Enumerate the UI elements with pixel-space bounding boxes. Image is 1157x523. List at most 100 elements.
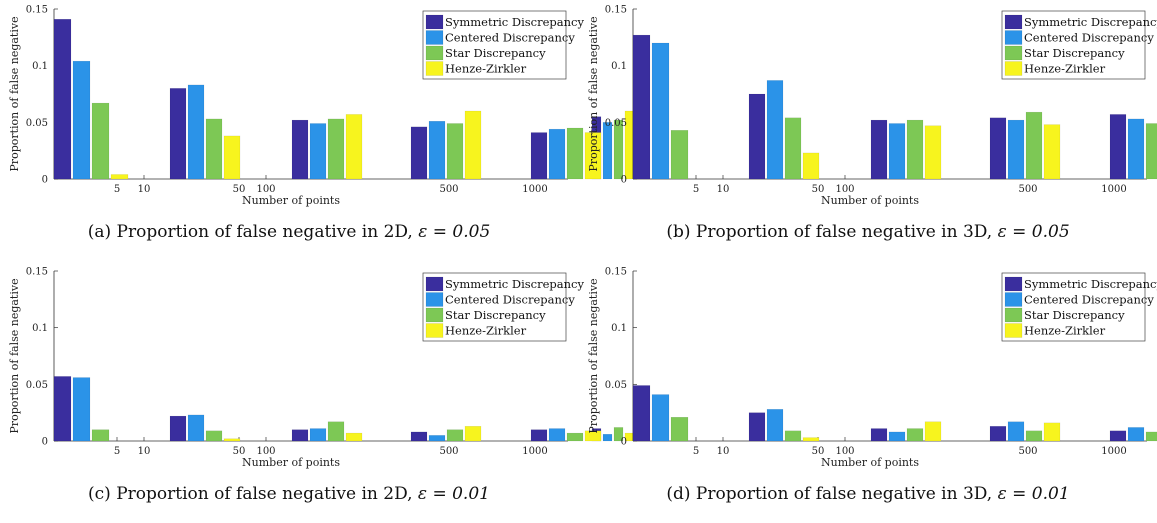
legend-swatch	[1004, 292, 1023, 307]
legend-label: Symmetric Discrepancy	[1024, 15, 1157, 29]
bar	[651, 42, 670, 180]
x-tick-label: 5	[114, 184, 120, 195]
x-tick-label: 50	[233, 446, 246, 457]
legend-swatch	[425, 292, 444, 307]
x-tick-label: 1000	[522, 446, 547, 457]
legend-label: Symmetric Discrepancy	[445, 277, 584, 291]
legend-label: Star Discrepancy	[1024, 308, 1125, 322]
legend-label: Centered Discrepancy	[1024, 293, 1154, 307]
chart-panel-d: 0 0.05 0.1 0.15 5 10 50 100 500 1000 Number of poi…	[579, 262, 1157, 523]
bar	[1007, 119, 1025, 180]
legend-label: Star Discrepancy	[1024, 46, 1125, 60]
y-tick-label: 0.15	[605, 5, 627, 16]
caption-c-text: (c) Proportion of false negative in 2D,	[88, 484, 413, 504]
x-tick-label: 10	[138, 184, 151, 195]
bar	[53, 376, 72, 442]
legend: Symmetric Discrepancy Centered Discrepanc…	[422, 272, 584, 342]
bar	[110, 174, 129, 180]
x-tick-label: 500	[1018, 184, 1037, 195]
legend-label: Henze-Zirkler	[445, 62, 527, 76]
bar	[613, 427, 624, 442]
x-axis-label: Number of points	[821, 194, 919, 207]
legend-label: Henze-Zirkler	[445, 324, 527, 338]
bar-chart-a: 0 0.05 0.1 0.15 5 10 50 100 500 1000 Number of poi…	[8, 5, 635, 207]
bar	[327, 421, 345, 442]
x-tick-label: 5	[693, 184, 699, 195]
legend-swatch	[1004, 30, 1023, 45]
y-tick-label: 0.05	[26, 118, 48, 129]
legend-swatch	[1004, 307, 1023, 323]
caption-b-text: (b) Proportion of false negative in 3D,	[666, 222, 993, 242]
bar	[446, 123, 464, 180]
legend: Symmetric Discrepancy Centered Discrepanc…	[1001, 10, 1157, 80]
bar	[651, 394, 670, 442]
legend-label: Centered Discrepancy	[445, 293, 575, 307]
caption-b: (b) Proportion of false negative in 3D, …	[579, 222, 1157, 242]
legend-label: Centered Discrepancy	[445, 31, 575, 45]
bar	[888, 123, 906, 180]
bar	[223, 438, 241, 442]
bar	[291, 429, 309, 442]
x-axis-label: Number of points	[821, 456, 919, 469]
bar	[1043, 124, 1061, 180]
legend-label: Centered Discrepancy	[1024, 31, 1154, 45]
legend-label: Symmetric Discrepancy	[445, 15, 584, 29]
legend-label: Symmetric Discrepancy	[1024, 277, 1157, 291]
bar	[670, 130, 689, 180]
bar-chart-b: 0 0.05 0.1 0.15 5 10 50 100 500 1000 Number of poi…	[587, 5, 1157, 207]
bar	[309, 428, 327, 442]
bar	[410, 431, 428, 442]
legend-swatch	[1004, 276, 1023, 292]
x-tick-label: 50	[812, 184, 825, 195]
y-tick-label: 0	[621, 437, 627, 448]
y-tick-label: 0.05	[605, 118, 627, 129]
bar	[410, 126, 428, 180]
x-tick-label: 100	[256, 184, 275, 195]
x-tick-label: 5	[693, 446, 699, 457]
y-tick-label: 0	[42, 437, 48, 448]
bar	[345, 114, 363, 180]
y-tick-label: 0.15	[605, 267, 627, 278]
bar	[223, 135, 241, 180]
caption-c: (c) Proportion of false negative in 2D, …	[0, 484, 578, 504]
y-tick-label: 0.1	[32, 61, 48, 72]
caption-c-epsilon: ε = 0.01	[417, 484, 490, 504]
x-tick-label: 500	[439, 184, 458, 195]
y-axis-label: Proportion of false negative	[8, 16, 21, 171]
bar	[169, 88, 187, 180]
y-tick-label: 0.15	[26, 5, 48, 16]
bar	[548, 128, 566, 180]
y-tick-label: 0.1	[611, 61, 627, 72]
legend-swatch	[1004, 14, 1023, 30]
bar	[670, 416, 689, 442]
legend-swatch	[425, 45, 444, 61]
bar	[428, 435, 446, 442]
bar	[187, 414, 205, 442]
bar-chart-c: 0 0.05 0.1 0.15 5 10 50 100 500 1000 Number of poi…	[8, 267, 635, 469]
chart-panel-a: 0 0.05 0.1 0.15 5 10 50 100 500 1000 Number of poi…	[0, 0, 635, 261]
legend-swatch	[1004, 323, 1023, 338]
bar	[72, 60, 91, 180]
bar	[169, 415, 187, 442]
bar	[327, 118, 345, 180]
x-tick-label: 10	[717, 184, 730, 195]
bar	[924, 421, 942, 442]
legend-box	[1001, 272, 1146, 342]
bar	[91, 429, 110, 442]
bar	[870, 428, 888, 442]
caption-a-text: (a) Proportion of false negative in 2D,	[87, 222, 413, 242]
bar	[1007, 421, 1025, 442]
bar	[205, 430, 223, 442]
legend: Symmetric Discrepancy Centered Discrepanc…	[1001, 272, 1157, 342]
bar	[72, 377, 91, 442]
bar	[602, 122, 613, 180]
y-axis-label: Proportion of false negative	[587, 278, 600, 433]
bar	[345, 432, 363, 442]
bar	[446, 429, 464, 442]
bar	[566, 127, 584, 180]
x-tick-label: 50	[812, 446, 825, 457]
bar	[464, 426, 482, 442]
x-tick-label: 10	[138, 446, 151, 457]
bar	[906, 428, 924, 442]
legend-swatch	[425, 14, 444, 30]
